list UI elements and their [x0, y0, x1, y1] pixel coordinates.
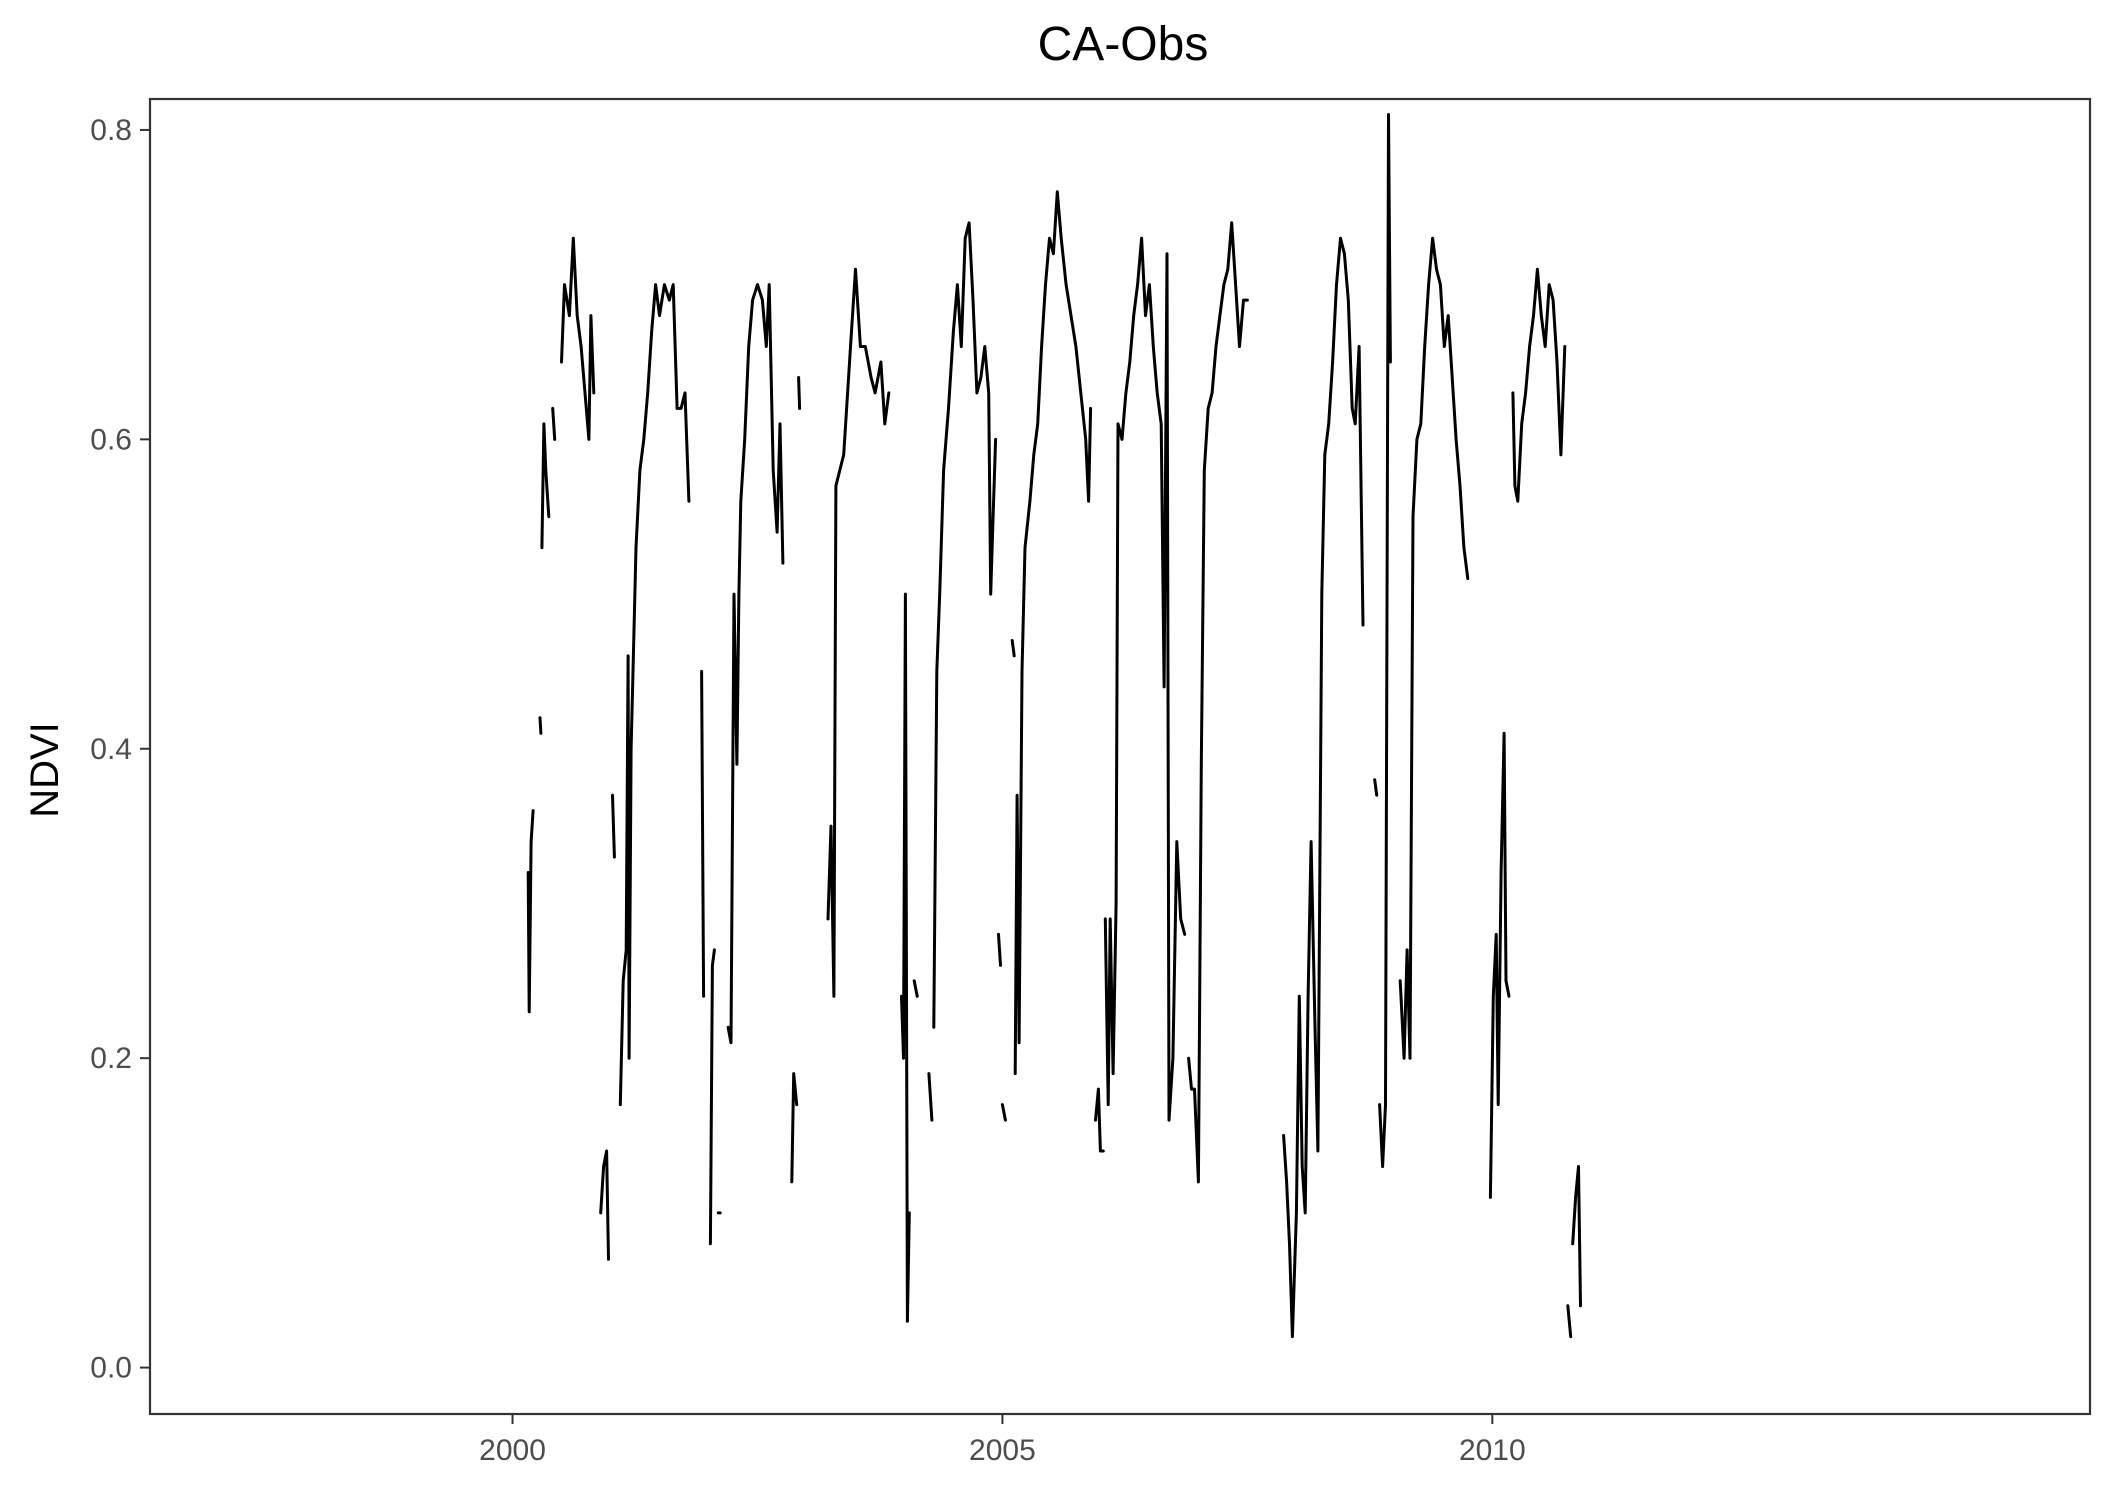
ndvi-series-segment	[560, 236, 596, 441]
ndvi-series-segment	[900, 592, 911, 1323]
ndvi-series-segment	[1571, 1165, 1582, 1308]
ndvi-series-segment	[912, 979, 919, 998]
x-tick-label: 2000	[479, 1434, 546, 1467]
ndvi-series-segment	[1378, 113, 1392, 1168]
y-axis-label: NDVI	[23, 722, 67, 818]
ndvi-series-segment	[927, 1072, 934, 1122]
y-tick-label: 0.0	[90, 1352, 132, 1385]
ndvi-series-segment	[1511, 267, 1567, 503]
ndvi-series-segment	[551, 406, 557, 441]
ndvi-series-segment	[826, 267, 891, 998]
ndvi-series-segment	[700, 669, 706, 998]
ndvi-series-segment	[611, 793, 616, 859]
y-axis: 0.0 0.2 0.4 0.6 0.8	[90, 114, 150, 1385]
y-tick-label: 0.4	[90, 733, 132, 766]
ndvi-series-segment	[1094, 1087, 1105, 1153]
ndvi-series-segment	[1000, 1103, 1007, 1122]
y-tick-label: 0.2	[90, 1042, 132, 1075]
ndvi-series-segment	[932, 221, 998, 1029]
ndvi-series-segment	[1282, 236, 1365, 1339]
x-tick-label: 2010	[1459, 1434, 1526, 1467]
ndvi-series-segment	[997, 932, 1002, 967]
ndvi-series-segment	[1488, 731, 1511, 1199]
x-tick-label: 2005	[969, 1434, 1036, 1467]
ndvi-series-segment	[797, 376, 802, 410]
ndvi-series-segment	[726, 283, 785, 1045]
x-axis: 2000 2005 2010	[479, 1414, 1526, 1467]
ndvi-series-segment	[1013, 190, 1093, 1076]
chart-title: CA-Obs	[1038, 18, 1209, 71]
y-tick-label: 0.8	[90, 114, 132, 147]
series-layer	[526, 113, 1582, 1339]
ndvi-series-segment	[1187, 221, 1249, 1184]
ndvi-series-segment	[526, 809, 535, 1014]
ndvi-series-segment	[618, 283, 691, 1107]
ndvi-series-segment	[1373, 778, 1379, 797]
ndvi-series-segment	[1103, 236, 1187, 1122]
ndvi-series-segment	[790, 1072, 799, 1184]
y-tick-label: 0.6	[90, 423, 132, 456]
ndvi-series-segment	[599, 1149, 610, 1261]
ndvi-series-segment	[1010, 639, 1016, 658]
ndvi-series-segment	[708, 948, 716, 1246]
ndvi-series-segment	[1566, 1304, 1573, 1339]
plot-panel	[148, 97, 2092, 1416]
ndvi-series-segment	[540, 422, 551, 550]
ndvi-series-segment	[1398, 236, 1470, 1060]
ndvi-series-segment	[538, 716, 543, 735]
